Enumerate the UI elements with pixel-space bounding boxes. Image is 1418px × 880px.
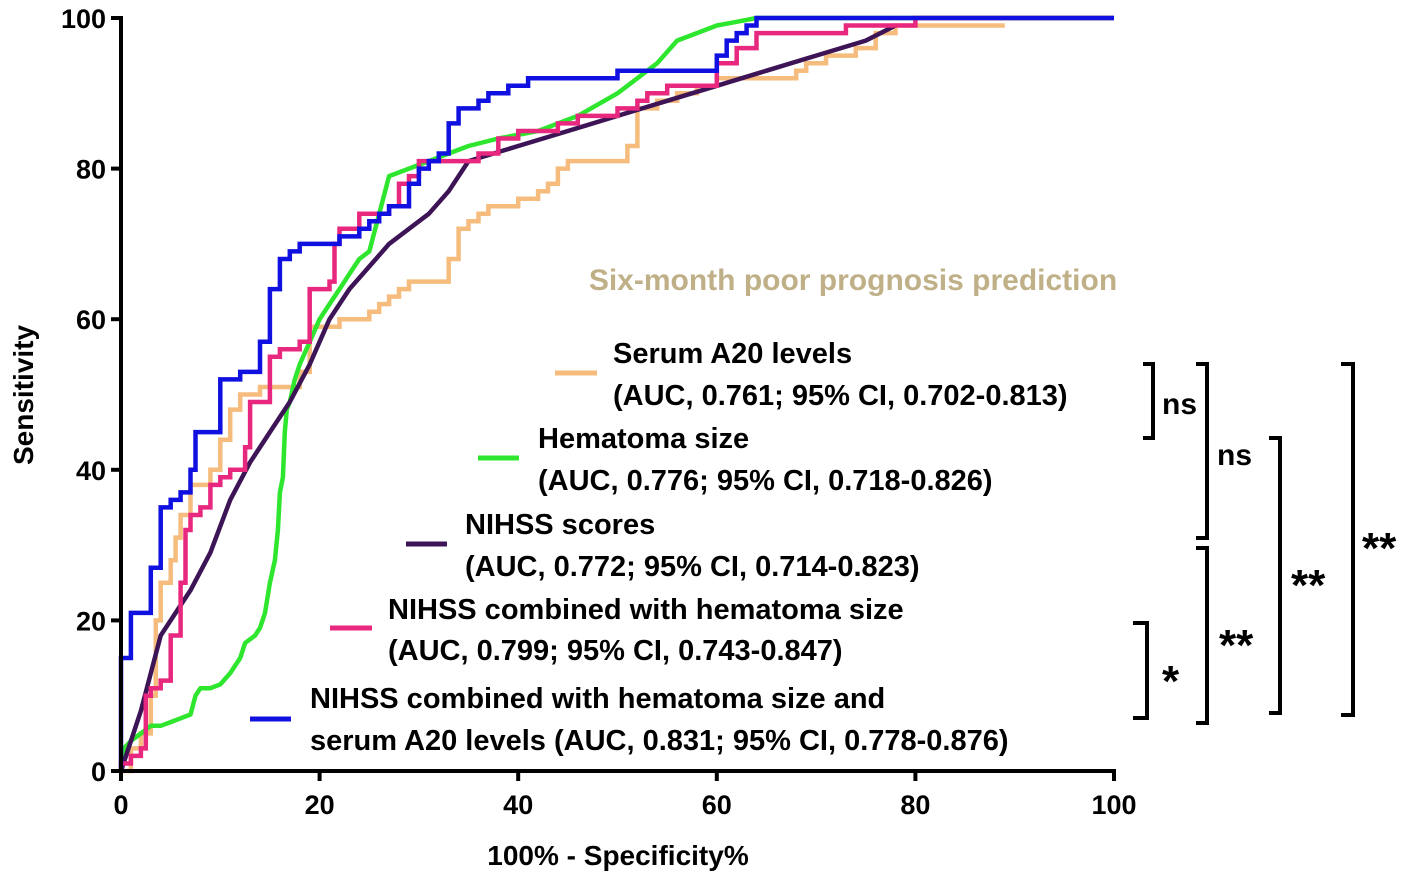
x-tick-label: 40 (503, 790, 533, 820)
sig-label-a20-vs-combined: ** (1362, 524, 1397, 573)
bracket-a20-vs-hematoma (1143, 362, 1155, 440)
y-tick-label: 20 (76, 606, 106, 636)
bracket-a20-vs-combined (1341, 362, 1355, 717)
tick-layer: 0 20 40 60 80 100 0 20 40 60 80 100 (61, 4, 1137, 820)
x-tick-label: 60 (702, 790, 732, 820)
legend: Serum A20 levels (AUC, 0.761; 95% CI, 0.… (250, 338, 1068, 757)
y-tick-label: 40 (76, 456, 106, 486)
legend-label-nihss-scores: NIHSS scores (465, 509, 655, 541)
y-tick-label: 60 (76, 305, 106, 335)
significance-brackets (1133, 362, 1355, 725)
bracket-nihss-hem-vs-combined (1133, 621, 1149, 720)
legend-auc-hematoma-size: (AUC, 0.776; 95% CI, 0.718-0.826) (538, 465, 993, 497)
bracket-hematoma-vs-combined (1269, 436, 1282, 715)
legend-item-hematoma-size: Hematoma size (AUC, 0.776; 95% CI, 0.718… (478, 423, 993, 497)
legend-label-nihss-hematoma: NIHSS combined with hematoma size (388, 594, 904, 626)
legend-auc-combined-a20: serum A20 levels (AUC, 0.831; 95% CI, 0.… (310, 725, 1009, 757)
legend-item-serum-a20: Serum A20 levels (AUC, 0.761; 95% CI, 0.… (555, 338, 1068, 412)
x-tick-label: 20 (305, 790, 335, 820)
x-tick-label: 0 (113, 790, 128, 820)
series-line-nihss-hematoma (118, 15, 1114, 771)
series-line-nihss-scores (118, 23, 897, 772)
legend-item-nihss-hematoma: NIHSS combined with hematoma size (AUC, … (330, 594, 904, 667)
chart-title: Six-month poor prognosis prediction (589, 264, 1117, 297)
legend-label-serum-a20: Serum A20 levels (613, 338, 852, 370)
sig-label-a20-vs-hematoma: ns (1162, 388, 1197, 421)
sig-label-hematoma-vs-combined: ** (1291, 561, 1326, 610)
x-tick-label: 100 (1091, 790, 1136, 820)
x-axis-label: 100% - Specificity% (487, 840, 749, 871)
sig-label-a20-vs-nihss: ns (1217, 439, 1252, 472)
bracket-a20-vs-nihss (1196, 362, 1209, 540)
legend-auc-serum-a20: (AUC, 0.761; 95% CI, 0.702-0.813) (613, 380, 1068, 412)
legend-auc-nihss-scores: (AUC, 0.772; 95% CI, 0.714-0.823) (465, 551, 920, 583)
x-tick-label: 80 (900, 790, 930, 820)
y-axis-label: Sensitivity (8, 325, 39, 465)
y-tick-label: 80 (76, 155, 106, 185)
bracket-nihss-vs-combined (1196, 546, 1209, 725)
legend-label-hematoma-size: Hematoma size (538, 423, 749, 455)
legend-item-nihss-scores: NIHSS scores (AUC, 0.772; 95% CI, 0.714-… (406, 509, 920, 583)
legend-label-combined-a20: NIHSS combined with hematoma size and (310, 683, 885, 715)
y-tick-label: 0 (91, 757, 106, 787)
legend-item-combined-a20: NIHSS combined with hematoma size and se… (250, 683, 1009, 757)
y-tick-label: 100 (61, 4, 106, 34)
sig-label-nihss-vs-combined: ** (1219, 621, 1254, 670)
legend-auc-nihss-hematoma: (AUC, 0.799; 95% CI, 0.743-0.847) (388, 635, 843, 667)
series-layer (118, 15, 1114, 774)
series-line-combined-a20 (118, 15, 1114, 771)
sig-label-nihss-hem-vs-combined: * (1162, 657, 1180, 706)
